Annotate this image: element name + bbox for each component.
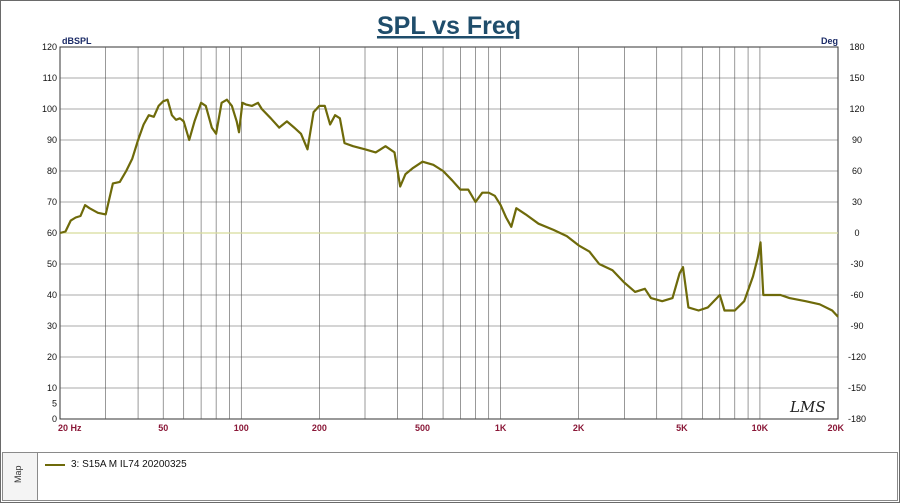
chart-area: SPL vs Freq dBSPL Deg 20 Hz 50 100 200 500 1K… (42, 12, 866, 433)
y-tick-label: 70 (47, 197, 57, 207)
x-tick-label: 1K (495, 423, 507, 433)
y-tick-label: 50 (47, 259, 57, 269)
y2-tick-label: 120 (849, 104, 864, 114)
y2-tick-label: 180 (849, 42, 864, 52)
y-tick-label: 80 (47, 166, 57, 176)
y2-tick-label: 0 (854, 228, 859, 238)
x-tick-label: 200 (312, 423, 327, 433)
x-tick-label: 5K (676, 423, 688, 433)
y2-tick-label: 30 (852, 197, 862, 207)
y2-tick-label: -30 (850, 259, 863, 269)
y2-tick-label: 90 (852, 135, 862, 145)
map-tab-label: Map (13, 465, 23, 483)
y-tick-label: 20 (47, 352, 57, 362)
y2-tick-label: 150 (849, 73, 864, 83)
y-tick-label: 5 (52, 399, 57, 409)
x-tick-label: 500 (415, 423, 430, 433)
y2-tick-label: -180 (848, 414, 866, 424)
legend-series-name: 3: S15A M IL74 20200325 (71, 459, 187, 470)
x-tick-label: 50 (158, 423, 168, 433)
y-axis-label: dBSPL (62, 36, 92, 46)
tick-labels: 20 Hz 50 100 200 500 1K 2K 5K 10K 20K051020304050… (42, 42, 866, 433)
y-tick-label: 110 (43, 73, 57, 83)
legend-swatch (45, 463, 65, 466)
y2-tick-label: -90 (850, 321, 863, 331)
y2-tick-label: 60 (852, 166, 862, 176)
series-layer (59, 98, 839, 318)
y-tick-label: 10 (47, 383, 57, 393)
grid (59, 46, 839, 420)
x-tick-label: 20K (827, 423, 844, 433)
x-tick-label: 20 Hz (58, 423, 82, 433)
map-tab[interactable]: Map (3, 453, 38, 500)
y-tick-label: 100 (42, 104, 57, 114)
y-tick-label: 0 (52, 414, 57, 424)
y-tick-label: 90 (47, 135, 57, 145)
y2-tick-label: -60 (850, 290, 863, 300)
lms-annotation: LMS (789, 398, 826, 416)
legend-entry: 3: S15A M IL74 20200325 (45, 459, 187, 470)
x-tick-label: 10K (752, 423, 769, 433)
x-tick-label: 100 (234, 423, 249, 433)
y-tick-label: 60 (47, 228, 57, 238)
y2-tick-label: -120 (848, 352, 866, 362)
y2-axis-label: Deg (821, 36, 838, 46)
chart-title: SPL vs Freq (377, 12, 521, 40)
y-tick-label: 120 (42, 42, 57, 52)
y2-tick-label: -150 (848, 383, 866, 393)
y-tick-label: 40 (47, 290, 57, 300)
series-line-0 (59, 98, 839, 318)
x-tick-label: 2K (573, 423, 585, 433)
legend: Map 3: S15A M IL74 20200325 (2, 452, 898, 501)
y-tick-label: 30 (47, 321, 57, 331)
